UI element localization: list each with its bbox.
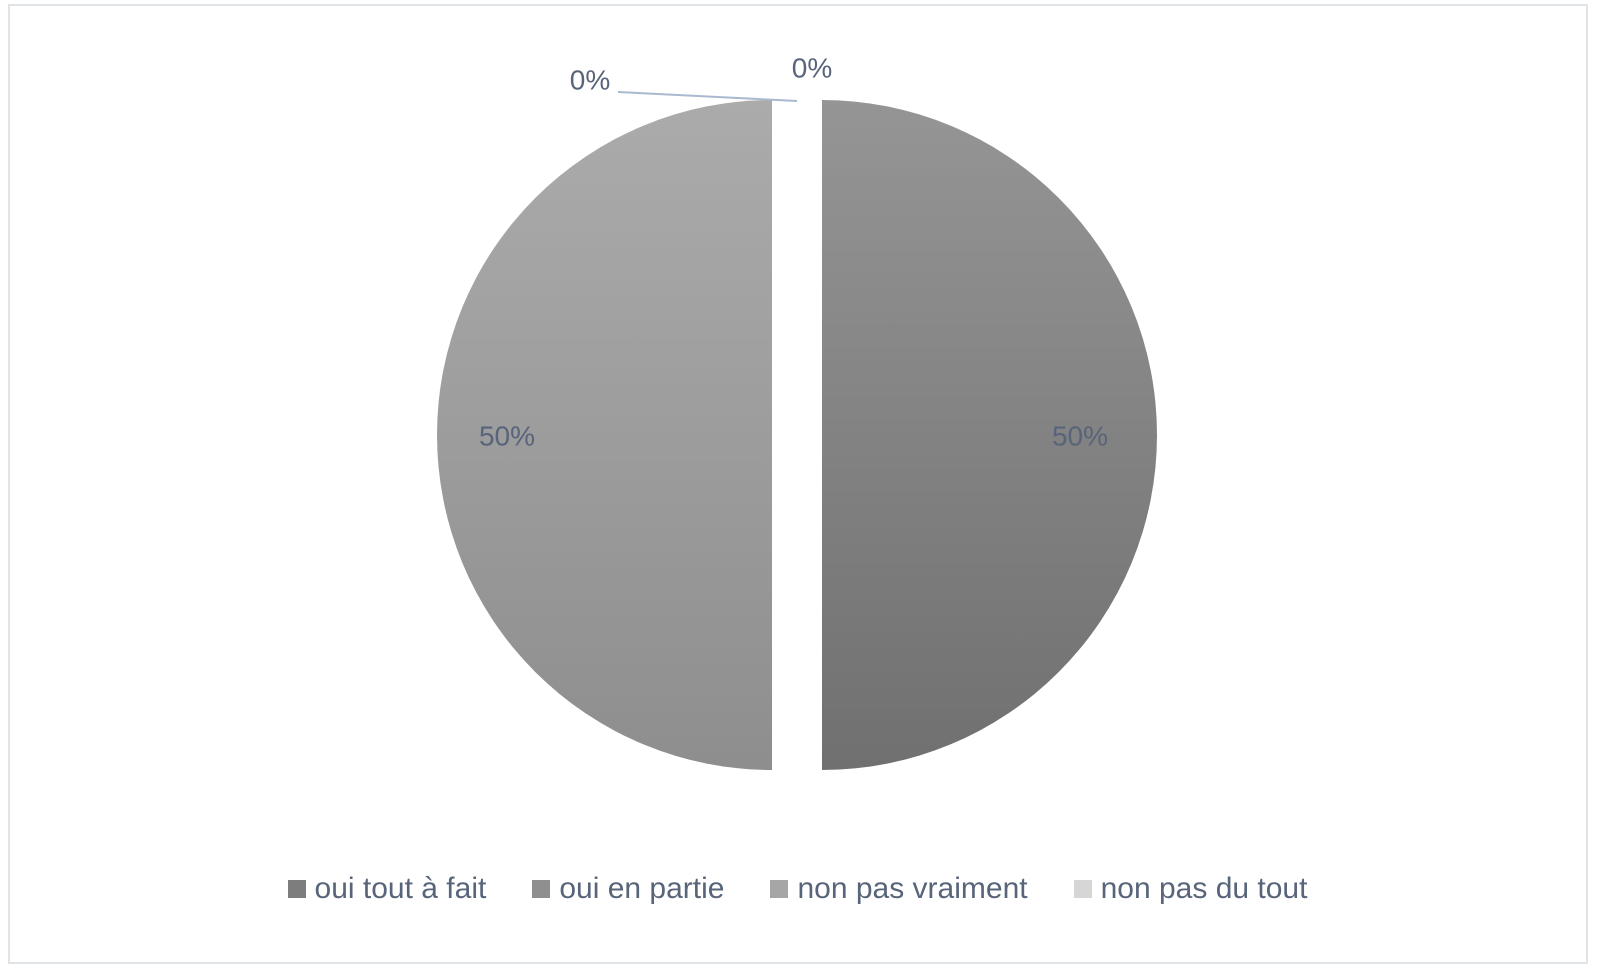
legend-item: non pas vraiment (770, 872, 1028, 906)
legend-label: oui en partie (559, 872, 725, 905)
data-label-3: 50% (479, 420, 535, 451)
legend-label: non pas vraiment (797, 872, 1028, 905)
legend-item: oui en partie (532, 872, 724, 906)
chart-area (8, 4, 1588, 964)
leader-line (617, 91, 798, 102)
legend-label: oui tout à fait (314, 872, 487, 905)
legend-swatch (532, 880, 551, 898)
pie-slice-non-pas-vraiment (437, 100, 772, 770)
data-label-4: 0% (570, 64, 610, 95)
legend: oui tout à fait oui en partie non pas vrai… (0, 872, 1613, 906)
legend-swatch (287, 880, 306, 898)
legend-swatch (770, 880, 789, 898)
data-label-1: 50% (1052, 420, 1108, 451)
legend-swatch (1073, 880, 1092, 898)
legend-item: oui tout à fait (287, 872, 487, 906)
legend-item: non pas du tout (1073, 872, 1308, 906)
data-label-2: 0% (792, 52, 832, 83)
legend-label: non pas du tout (1100, 872, 1308, 905)
pie-slice-oui-tout-fait (822, 100, 1157, 770)
